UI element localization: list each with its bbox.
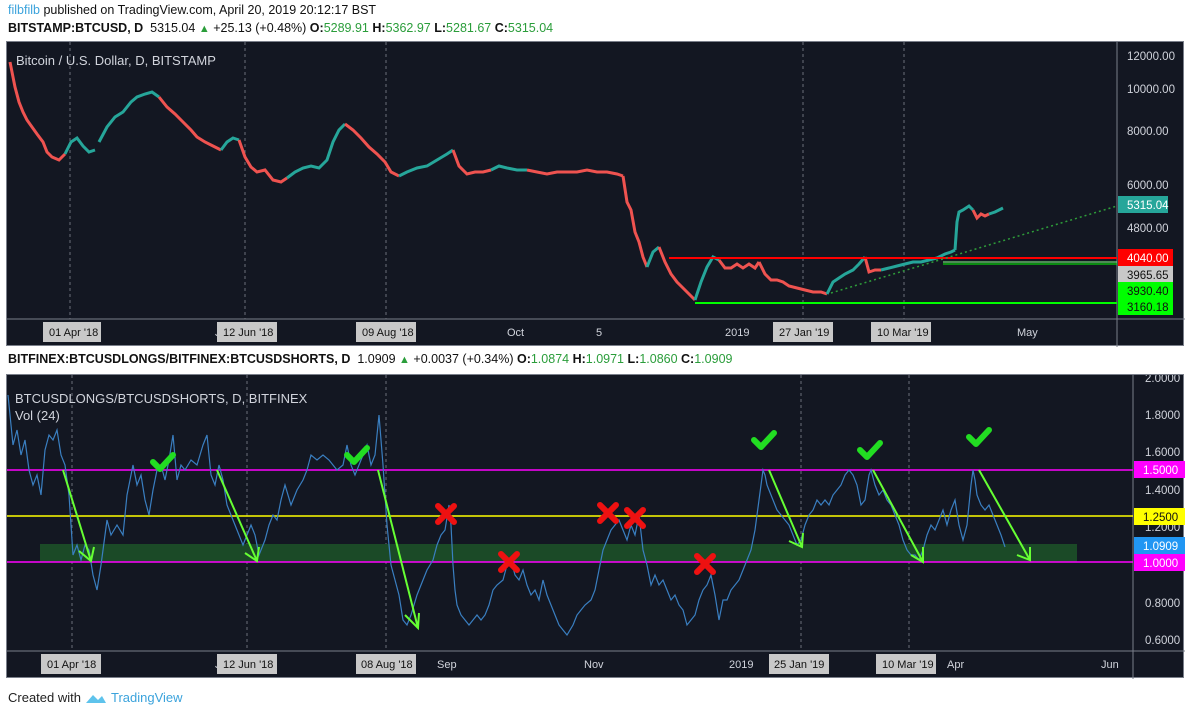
bottom-symbol: BITFINEX:BTCUSDLONGS/BITFINEX:BTCUSDSHOR…: [8, 352, 351, 366]
top-close: 5315.04: [507, 21, 554, 35]
up-arrow-icon: ▲: [198, 23, 210, 35]
svg-text:6000.00: 6000.00: [1127, 180, 1169, 192]
bottom-symbol-legend: BITFINEX:BTCUSDLONGS/BITFINEX:BTCUSDSHOR…: [8, 352, 732, 366]
bottom-high: 1.0971: [585, 352, 625, 366]
down-arrows: [62, 469, 1031, 631]
candles: [8, 61, 1004, 302]
svg-text:1.2500: 1.2500: [1143, 512, 1178, 524]
svg-text:12 Jun '18: 12 Jun '18: [223, 659, 273, 671]
pane-title: BTCUSDLONGS/BTCUSDSHORTS, D, BITFINEX: [15, 391, 308, 406]
svg-text:2.0000: 2.0000: [1145, 375, 1180, 385]
svg-text:1.8000: 1.8000: [1145, 410, 1180, 422]
longs-shorts-chart-pane[interactable]: BTCUSDLONGS/BTCUSDSHORTS, D, BITFINEX Vo…: [6, 374, 1185, 679]
svg-text:10000.00: 10000.00: [1127, 84, 1175, 96]
svg-text:Oct: Oct: [507, 327, 524, 339]
label-c: C:: [681, 352, 695, 366]
bottom-last: 1.0909: [357, 352, 396, 366]
price-labels: 5315.04 4040.00 3965.65 3930.40 3160.18: [1118, 196, 1173, 315]
svg-text:4800.00: 4800.00: [1127, 223, 1169, 235]
footer: Created with TradingView: [8, 690, 183, 705]
svg-text:3160.18: 3160.18: [1127, 302, 1169, 314]
svg-text:01 Apr '18: 01 Apr '18: [47, 659, 96, 671]
svg-text:3930.40: 3930.40: [1127, 286, 1169, 298]
svg-text:Jun: Jun: [1101, 659, 1119, 671]
price-labels: 1.5000 1.2500 1.0909 1.0000: [1134, 461, 1185, 571]
svg-text:10 Mar '19: 10 Mar '19: [882, 659, 934, 671]
btcusd-chart-svg: Bitcoin / U.S. Dollar, D, BITSTAMP 12000…: [7, 42, 1185, 347]
x-axis-ticks: 01 Apr '18 J 12 Jun '18 09 Aug '18 Oct 5…: [43, 322, 1038, 342]
y-axis-ticks: 12000.00 10000.00 8000.00 6000.00 4800.0…: [1127, 51, 1175, 235]
btcusd-chart-pane[interactable]: Bitcoin / U.S. Dollar, D, BITSTAMP 12000…: [6, 41, 1185, 347]
svg-text:0.8000: 0.8000: [1145, 598, 1180, 610]
bottom-close: 1.0909: [694, 352, 733, 366]
trendline: [830, 205, 1118, 294]
svg-text:8000.00: 8000.00: [1127, 126, 1169, 138]
label-h: H:: [572, 352, 586, 366]
svg-text:Nov: Nov: [584, 659, 604, 671]
svg-text:Sep: Sep: [437, 659, 457, 671]
top-symbol: BITSTAMP:BTCUSD, D: [8, 21, 144, 35]
label-l: L:: [434, 21, 447, 35]
tradingview-logo-icon: [85, 694, 106, 703]
bottom-open: 1.0874: [530, 352, 570, 366]
top-open: 5289.91: [323, 21, 369, 35]
svg-text:2019: 2019: [725, 327, 749, 339]
vol-indicator: Vol (24): [15, 408, 60, 423]
svg-text:12000.00: 12000.00: [1127, 51, 1175, 63]
svg-text:12 Jun '18: 12 Jun '18: [223, 327, 273, 339]
svg-text:1.0000: 1.0000: [1143, 558, 1178, 570]
ratio-line: [7, 394, 1006, 637]
bottom-low: 1.0860: [639, 352, 678, 366]
date-gridlines: [71, 375, 910, 651]
support-zone: [40, 544, 1077, 562]
top-last: 5315.04: [150, 21, 196, 35]
svg-text:Apr: Apr: [947, 659, 964, 671]
svg-text:5: 5: [596, 327, 602, 339]
svg-text:0.6000: 0.6000: [1145, 635, 1180, 647]
svg-text:27 Jan '19: 27 Jan '19: [779, 327, 829, 339]
cross-mark-icons: [435, 502, 716, 575]
svg-text:1.0909: 1.0909: [1143, 541, 1178, 553]
svg-text:2019: 2019: [729, 659, 753, 671]
tradingview-link[interactable]: TradingView: [110, 690, 183, 705]
x-axis-ticks: 01 Apr '18 J 12 Jun '18 08 Aug '18 Sep N…: [41, 654, 1119, 674]
svg-text:08 Aug '18: 08 Aug '18: [361, 659, 413, 671]
top-high: 5362.97: [385, 21, 431, 35]
svg-text:01 Apr '18: 01 Apr '18: [49, 327, 98, 339]
publish-info: filbfilb published on TradingView.com, A…: [8, 3, 376, 17]
bottom-change: +0.0037 (+0.34%): [413, 352, 514, 366]
label-c: C:: [494, 21, 508, 35]
label-o: O:: [309, 21, 324, 35]
date-gridlines: [69, 42, 905, 319]
up-arrow-icon: ▲: [399, 354, 410, 366]
top-change: +25.13 (+0.48%): [213, 21, 307, 35]
longs-shorts-chart-svg: BTCUSDLONGS/BTCUSDSHORTS, D, BITFINEX Vo…: [7, 375, 1185, 679]
top-low: 5281.67: [446, 21, 492, 35]
label-h: H:: [372, 21, 386, 35]
svg-text:10 Mar '19: 10 Mar '19: [877, 327, 929, 339]
check-mark-icons: [150, 427, 992, 472]
publish-text: published on TradingView.com, April 20, …: [39, 3, 377, 17]
svg-text:1.5000: 1.5000: [1143, 465, 1178, 477]
pane-title: Bitcoin / U.S. Dollar, D, BITSTAMP: [16, 53, 216, 68]
label-o: O:: [516, 352, 531, 366]
svg-text:09 Aug '18: 09 Aug '18: [362, 327, 414, 339]
svg-text:4040.00: 4040.00: [1127, 253, 1169, 265]
svg-text:1.4000: 1.4000: [1145, 485, 1180, 497]
author-link[interactable]: filbfilb: [8, 3, 40, 17]
svg-text:25 Jan '19: 25 Jan '19: [774, 659, 824, 671]
top-symbol-legend: BITSTAMP:BTCUSD, D 5315.04 ▲ +25.13 (+0.…: [8, 21, 553, 35]
svg-text:May: May: [1017, 327, 1038, 339]
svg-text:3965.65: 3965.65: [1127, 270, 1169, 282]
svg-text:5315.04: 5315.04: [1127, 200, 1169, 212]
created-with-text: Created with: [8, 690, 81, 705]
label-l: L:: [627, 352, 640, 366]
svg-text:1.6000: 1.6000: [1145, 447, 1180, 459]
